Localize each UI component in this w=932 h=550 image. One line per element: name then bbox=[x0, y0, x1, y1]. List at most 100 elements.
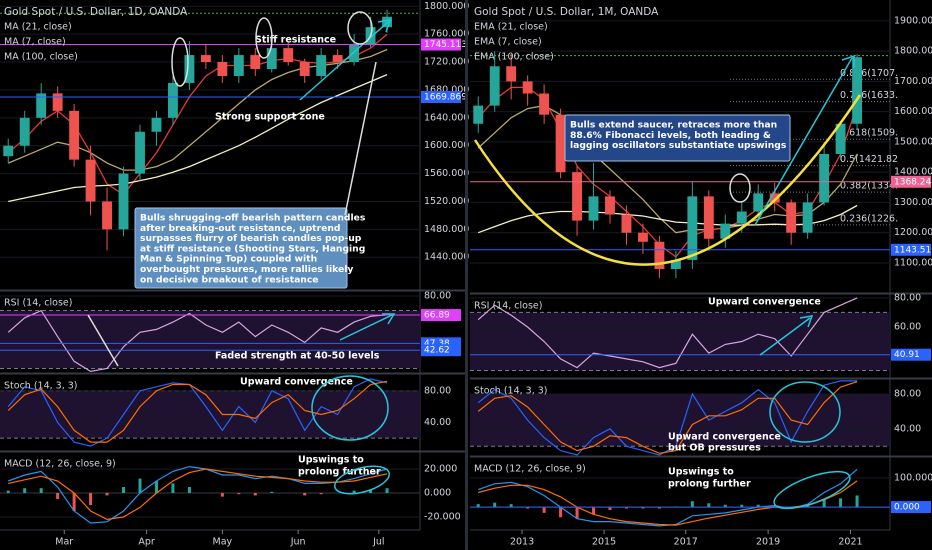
legend-entry: EMA (21, close) bbox=[474, 22, 548, 33]
note-line: overbought pressures, more rallies likel… bbox=[140, 264, 353, 275]
histogram-bar bbox=[690, 501, 694, 508]
histogram-bar bbox=[171, 483, 175, 494]
indicator-line bbox=[477, 380, 858, 456]
histogram-bar bbox=[542, 507, 546, 513]
candle-body bbox=[473, 105, 484, 124]
histogram-bar bbox=[72, 493, 76, 512]
candle-body bbox=[135, 131, 145, 174]
candle-body bbox=[118, 173, 129, 230]
y-tick-label: 1760.000 bbox=[424, 29, 469, 40]
y-tick-label: 1480.000 bbox=[424, 224, 469, 235]
price-label: 1669.869 bbox=[424, 92, 467, 102]
histogram-bar bbox=[369, 489, 373, 494]
note-line: after breaking-out resistance, uptrend bbox=[140, 223, 340, 234]
indicator-line bbox=[7, 465, 388, 524]
y-tick-label: 1500.000 bbox=[894, 136, 932, 147]
note-box bbox=[564, 114, 791, 162]
candle-body bbox=[736, 211, 747, 224]
histogram-bar bbox=[187, 486, 191, 494]
candle-body bbox=[489, 66, 500, 106]
histogram-bar bbox=[352, 490, 356, 494]
divider bbox=[465, 0, 468, 550]
candle-body bbox=[621, 214, 632, 233]
histogram-bar bbox=[624, 507, 628, 509]
histogram-bar bbox=[89, 493, 93, 506]
note-line: on decisive breakout of resistance bbox=[140, 274, 319, 285]
x-tick-label: Mar bbox=[55, 537, 73, 548]
y-tick-label: 1800.000 bbox=[894, 46, 932, 57]
annotation: Upswings to bbox=[298, 455, 364, 466]
annotation: but OB pressures bbox=[668, 443, 761, 454]
histogram-bar bbox=[822, 499, 826, 508]
candle-body bbox=[703, 196, 714, 239]
histogram-bar bbox=[641, 507, 645, 509]
y-tick-label: 1400.000 bbox=[894, 167, 932, 178]
annotation: Stiff resistance bbox=[255, 35, 336, 46]
candle-body bbox=[753, 193, 764, 212]
candle-body bbox=[266, 48, 277, 70]
y-tick-label: 20.000 bbox=[424, 463, 457, 474]
histogram-bar bbox=[723, 504, 727, 508]
candle-body bbox=[638, 232, 648, 242]
price-label: 1143.516 bbox=[894, 245, 932, 255]
candle-body bbox=[819, 154, 830, 203]
histogram-bar bbox=[220, 493, 224, 497]
candle-body bbox=[802, 202, 813, 233]
candle-body bbox=[151, 117, 162, 132]
histogram-bar bbox=[270, 491, 274, 494]
candle-body bbox=[852, 57, 862, 124]
y-tick-label: 80.00 bbox=[424, 291, 451, 302]
y-tick-label: 1600.000 bbox=[894, 106, 932, 117]
annotation: Upswings to bbox=[668, 467, 734, 478]
indicator-line bbox=[7, 378, 388, 447]
note-box bbox=[134, 207, 348, 289]
histogram-bar bbox=[105, 493, 109, 496]
histogram-bar bbox=[740, 504, 744, 508]
x-tick-label: 2021 bbox=[838, 537, 862, 548]
histogram-bar bbox=[56, 493, 60, 500]
highlight bbox=[769, 381, 841, 443]
y-tick-label: 60.00 bbox=[894, 321, 921, 332]
candle-body bbox=[102, 201, 112, 230]
band-fill bbox=[470, 312, 890, 371]
price-label-box bbox=[421, 90, 461, 103]
highlight bbox=[171, 37, 189, 87]
annotation: Upward convergence bbox=[668, 432, 781, 443]
legend-entry: EMA (7, close) bbox=[474, 37, 542, 48]
x-tick-label: Jul bbox=[372, 537, 384, 548]
panel-title: MACD (12, 26, close, 9) bbox=[474, 464, 586, 475]
annotation: prolong further bbox=[668, 479, 751, 490]
pointer bbox=[344, 61, 377, 216]
candle-body bbox=[316, 55, 327, 76]
drawings bbox=[87, 11, 862, 510]
highlight bbox=[773, 470, 851, 510]
histogram-bar bbox=[493, 502, 497, 508]
y-tick-label: 1200.000 bbox=[894, 227, 932, 238]
highlight bbox=[347, 11, 373, 45]
y-tick-label: 40.00 bbox=[424, 417, 451, 428]
histogram-bar bbox=[138, 478, 142, 494]
note-line: lagging oscillators substantiate upswing… bbox=[570, 140, 787, 151]
price-label-box bbox=[891, 243, 931, 256]
price-label: 40.91 bbox=[894, 350, 920, 360]
candle-body bbox=[36, 93, 47, 118]
histogram-bar bbox=[592, 507, 596, 515]
histogram-bar bbox=[608, 507, 612, 510]
fib-label: 0.382(1334. bbox=[840, 181, 898, 192]
legend-entry: MA (7, close) bbox=[4, 37, 66, 48]
fib-label: 0.5(1421.82 bbox=[840, 154, 898, 165]
y-tick-label: 1560.000 bbox=[424, 168, 469, 179]
candle-body bbox=[835, 123, 846, 155]
candle-body bbox=[720, 223, 731, 239]
rsi-arrow bbox=[339, 313, 396, 341]
panel-title: RSI (14, close) bbox=[474, 301, 542, 312]
candle-body bbox=[572, 172, 582, 221]
panel-title: Stoch (14, 3, 3) bbox=[4, 381, 78, 392]
candle-body bbox=[555, 114, 566, 173]
candle-body bbox=[670, 259, 681, 270]
ma-line bbox=[8, 74, 388, 203]
price-label-box bbox=[891, 501, 931, 514]
candle-body bbox=[522, 81, 533, 94]
y-tick-label: 80.00 bbox=[424, 385, 451, 396]
